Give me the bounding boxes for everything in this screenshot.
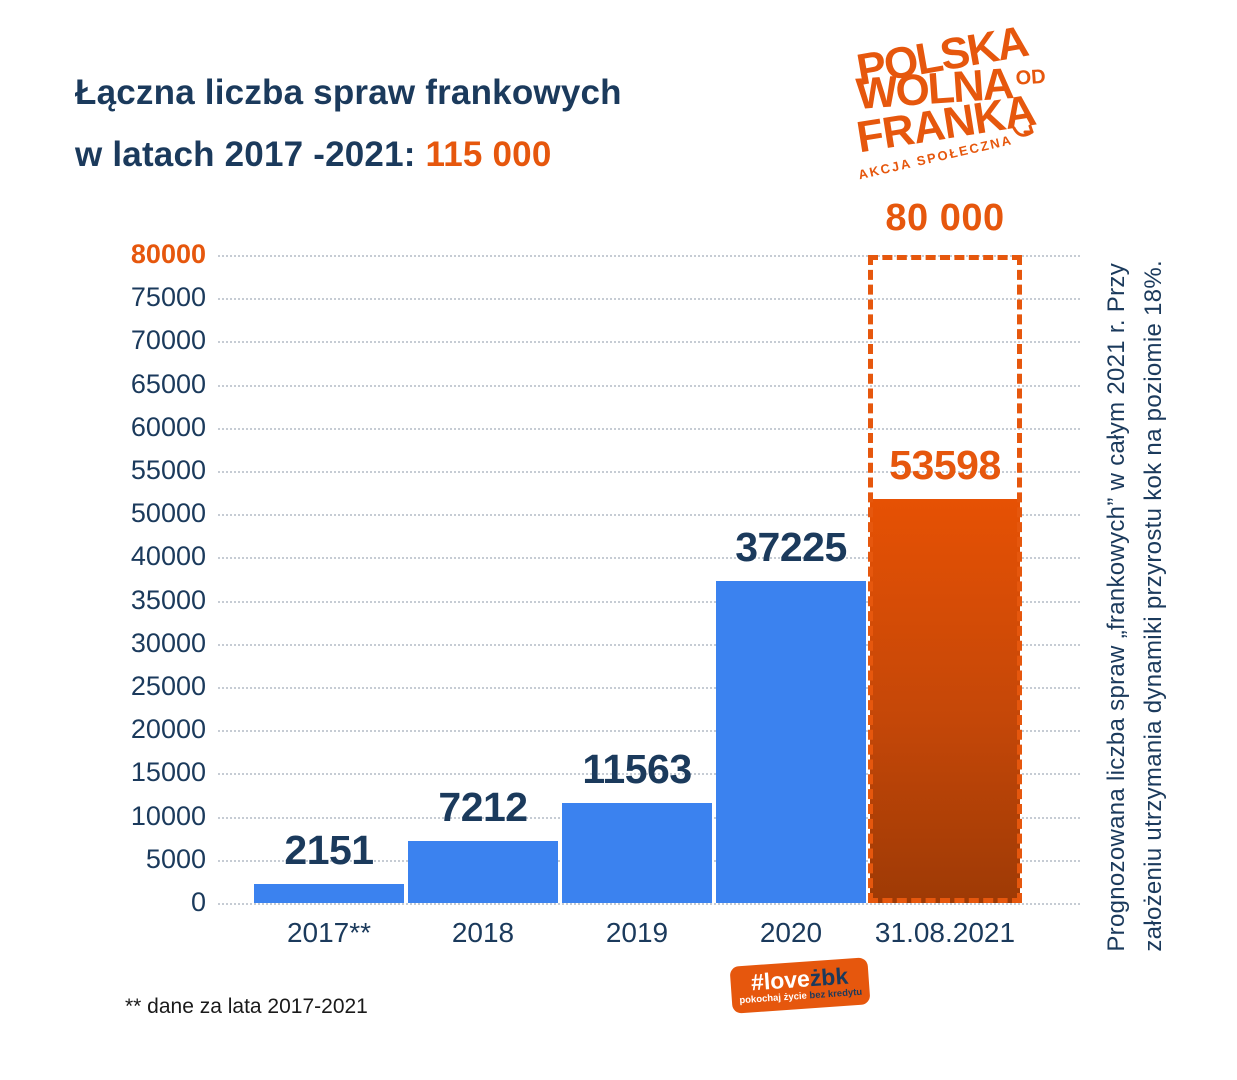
gridline bbox=[218, 514, 1080, 517]
bar-2019 bbox=[562, 803, 712, 903]
gridline bbox=[218, 557, 1080, 560]
gridline bbox=[218, 427, 1080, 430]
bar-2020 bbox=[716, 581, 866, 903]
gridline bbox=[218, 341, 1080, 344]
plot-area: 2151 2017** 7212 2018 11563 2019 37225 2020 5359… bbox=[218, 197, 1080, 948]
gridline bbox=[218, 471, 1080, 473]
bar-2018 bbox=[408, 840, 558, 903]
badge-zbk: żbk bbox=[808, 962, 849, 992]
y-tick-label: 10000 bbox=[130, 800, 206, 831]
gridline bbox=[218, 298, 1080, 301]
y-tick-label: 50000 bbox=[130, 498, 206, 529]
y-tick-label: 55000 bbox=[130, 455, 206, 485]
bar-value-label: 2151 bbox=[284, 827, 374, 874]
smile-arrow-icon bbox=[1012, 124, 1034, 137]
y-tick-label: 35000 bbox=[130, 584, 206, 615]
footnote: ** dane za lata 2017-2021 bbox=[125, 995, 368, 1018]
gridline bbox=[218, 730, 1080, 733]
y-tick-label: 30000 bbox=[130, 627, 206, 658]
side-note-line2: założeniu utrzymania dynamiki przyrostu … bbox=[1140, 260, 1167, 952]
bar-31.08.2021 bbox=[870, 498, 1020, 903]
y-tick-label: 5000 bbox=[145, 843, 206, 874]
side-note-line1: Prognozowana liczba spraw „frankowych” w… bbox=[1103, 263, 1130, 952]
total-count-highlight: 115 000 bbox=[425, 135, 552, 174]
y-tick-label: 40000 bbox=[130, 541, 206, 572]
page-title: Łączna liczba spraw frankowych w latach … bbox=[75, 62, 622, 186]
x-tick-label: 2020 bbox=[759, 917, 823, 948]
bar-value-label: 37225 bbox=[735, 524, 847, 571]
y-tick-label: 75000 bbox=[130, 282, 206, 313]
y-tick-label: 70000 bbox=[130, 325, 206, 356]
polska-wolna-od-franka-logo: POLSKA WOLNA OD FRANKA AKCJA SPOŁECZNA bbox=[853, 17, 1056, 214]
y-tick-label: 20000 bbox=[130, 714, 206, 745]
bar-value-label: 7212 bbox=[438, 783, 528, 830]
gridline bbox=[218, 600, 1080, 603]
gridline bbox=[218, 773, 1080, 776]
bar-value-label: 53598 bbox=[889, 441, 1001, 488]
bar-2017** bbox=[254, 884, 404, 903]
x-tick-label: 2019 bbox=[605, 917, 669, 948]
page-title-line1: Łączna liczba spraw frankowych bbox=[75, 73, 622, 112]
gridline bbox=[218, 255, 1080, 257]
projection-value-label: 80 000 bbox=[885, 197, 1005, 239]
x-tick-label: 2018 bbox=[451, 917, 515, 948]
x-tick-label: 31.08.2021 bbox=[874, 917, 1016, 948]
lovezbk-badge: #loveżbk pokochaj życie bez kredytu bbox=[729, 957, 871, 1014]
gridline bbox=[218, 903, 1080, 905]
badge-tagline-navy: bez kredytu bbox=[809, 986, 863, 1002]
gridline bbox=[218, 384, 1080, 387]
page-title-line2-prefix: w latach 2017 -2021: bbox=[75, 135, 426, 174]
y-tick-label: 25000 bbox=[130, 671, 206, 701]
y-tick-label: 80000 bbox=[130, 239, 206, 269]
gridline bbox=[218, 687, 1080, 689]
bar-value-label: 11563 bbox=[582, 746, 692, 793]
y-tick-label: 15000 bbox=[130, 757, 206, 788]
y-tick-label: 60000 bbox=[130, 411, 206, 442]
y-axis-labels: 80000 75000 70000 65000 60000 55000 50000 40000… bbox=[88, 239, 206, 917]
projection-dashed-box bbox=[868, 255, 1022, 903]
y-tick-label: 0 bbox=[190, 887, 206, 917]
projection-side-note: Prognozowana liczba spraw „frankowych” w… bbox=[1103, 220, 1168, 952]
x-tick-label: 2017** bbox=[286, 917, 372, 948]
y-tick-label: 65000 bbox=[130, 368, 206, 399]
gridline bbox=[218, 643, 1080, 646]
page-title-line2: w latach 2017 -2021: 115 000 bbox=[75, 124, 622, 186]
